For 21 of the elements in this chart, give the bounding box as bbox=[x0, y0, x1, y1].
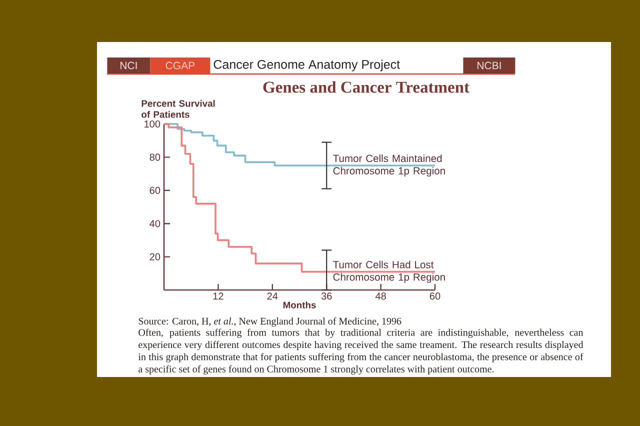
x-axis-title: Months bbox=[283, 301, 316, 308]
text: NCI bbox=[120, 62, 137, 70]
chart-title: Genes and Cancer Treatment bbox=[263, 81, 470, 93]
text: CGAP bbox=[166, 62, 195, 70]
y-tick-label: 100 bbox=[144, 120, 160, 128]
x-tick-label: 12 bbox=[213, 292, 224, 300]
source-note: Source: Caron, H, et al., New England Journal of Medicine, 1996 bbox=[138, 317, 402, 327]
y-tick-label: 80 bbox=[150, 154, 160, 161]
text: Often, patients suffering from tumors that by traditional criteria are indistinguishable, nevertheless can experience very different outcomes despite having received the same treament. The research results displayed in this graph demonstrate that for patients suffering from the cancer neuroblastoma, the presence or absence of a specific set of genes found on Chromosome 1 strongly correlates with patient outcome. bbox=[138, 328, 584, 375]
text: Cancer Genome Anatomy Project bbox=[214, 60, 400, 72]
y-tick-label: 40 bbox=[150, 220, 160, 228]
text: NCBI bbox=[478, 62, 501, 70]
y-tick-label: 60 bbox=[150, 186, 160, 194]
y-axis-title: Percent Survival of Patients bbox=[142, 100, 215, 118]
y-tick-label: 20 bbox=[150, 253, 160, 260]
x-tick-label: 36 bbox=[321, 292, 332, 300]
series-label: Tumor Cells Maintained Chromosome 1p Region bbox=[333, 154, 445, 176]
x-tick-label: 24 bbox=[267, 292, 278, 300]
x-tick-label: 48 bbox=[375, 292, 386, 300]
series-label: Tumor Cells Had Lost Chromosome 1p Region bbox=[333, 260, 445, 283]
x-tick-label: 60 bbox=[430, 292, 440, 300]
